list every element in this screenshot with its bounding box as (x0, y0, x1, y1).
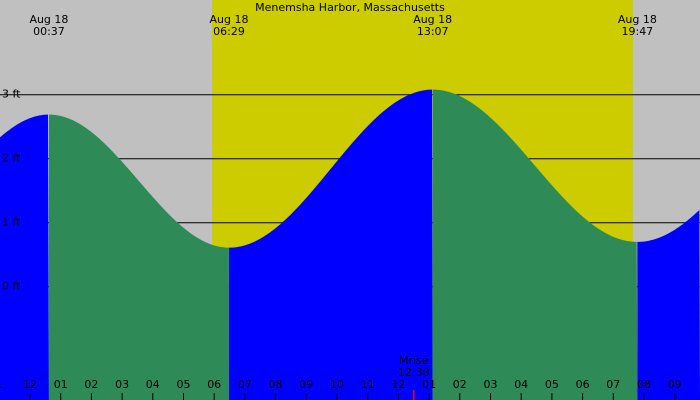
x-tick-label: 07 (606, 378, 620, 391)
rising-tide (637, 209, 700, 400)
x-tick-label: 04 (146, 378, 160, 391)
x-tick-label: 03 (115, 378, 129, 391)
x-tick-label: 02 (453, 378, 467, 391)
y-tick-label: 3 ft (2, 88, 21, 101)
x-tick-label: 08 (269, 378, 283, 391)
extreme-time: 13:07 (417, 25, 449, 38)
falling-tide (48, 114, 230, 400)
x-tick-label: 06 (207, 378, 221, 391)
x-tick-label: 1 (0, 378, 3, 391)
x-tick-label: 12 (23, 378, 37, 391)
rising-tide (229, 89, 433, 400)
x-tick-label: 10 (330, 378, 344, 391)
rising-tide (0, 114, 49, 400)
y-tick-label: 0 ft (2, 280, 21, 293)
x-tick-label: 08 (637, 378, 651, 391)
x-tick-label: 01 (422, 378, 436, 391)
y-tick-label: 2 ft (2, 152, 21, 165)
x-tick-label: 07 (238, 378, 252, 391)
extreme-time: 06:29 (213, 25, 245, 38)
chart-title: Menemsha Harbor, Massachusetts (255, 1, 445, 14)
x-tick-label: 12 (391, 378, 405, 391)
extreme-time: 19:47 (621, 25, 653, 38)
y-tick-label: 1 ft (2, 216, 21, 229)
x-tick-label: 11 (361, 378, 375, 391)
x-tick-label: 03 (484, 378, 498, 391)
extreme-date: Aug 18 (618, 13, 657, 26)
extreme-date: Aug 18 (210, 13, 249, 26)
x-tick-label: 09 (299, 378, 313, 391)
x-tick-label: 04 (514, 378, 528, 391)
x-tick-label: 05 (177, 378, 191, 391)
extreme-date: Aug 18 (413, 13, 452, 26)
x-tick-label: 01 (54, 378, 68, 391)
extreme-time: 00:37 (33, 25, 65, 38)
moon-label: Mrise (399, 354, 429, 367)
moon-time: 12:30 (398, 366, 430, 379)
falling-tide (432, 89, 638, 400)
x-tick-label: 06 (576, 378, 590, 391)
extreme-date: Aug 18 (29, 13, 68, 26)
x-tick-label: 09 (668, 378, 682, 391)
x-tick-label: 05 (545, 378, 559, 391)
x-tick-label: 02 (84, 378, 98, 391)
